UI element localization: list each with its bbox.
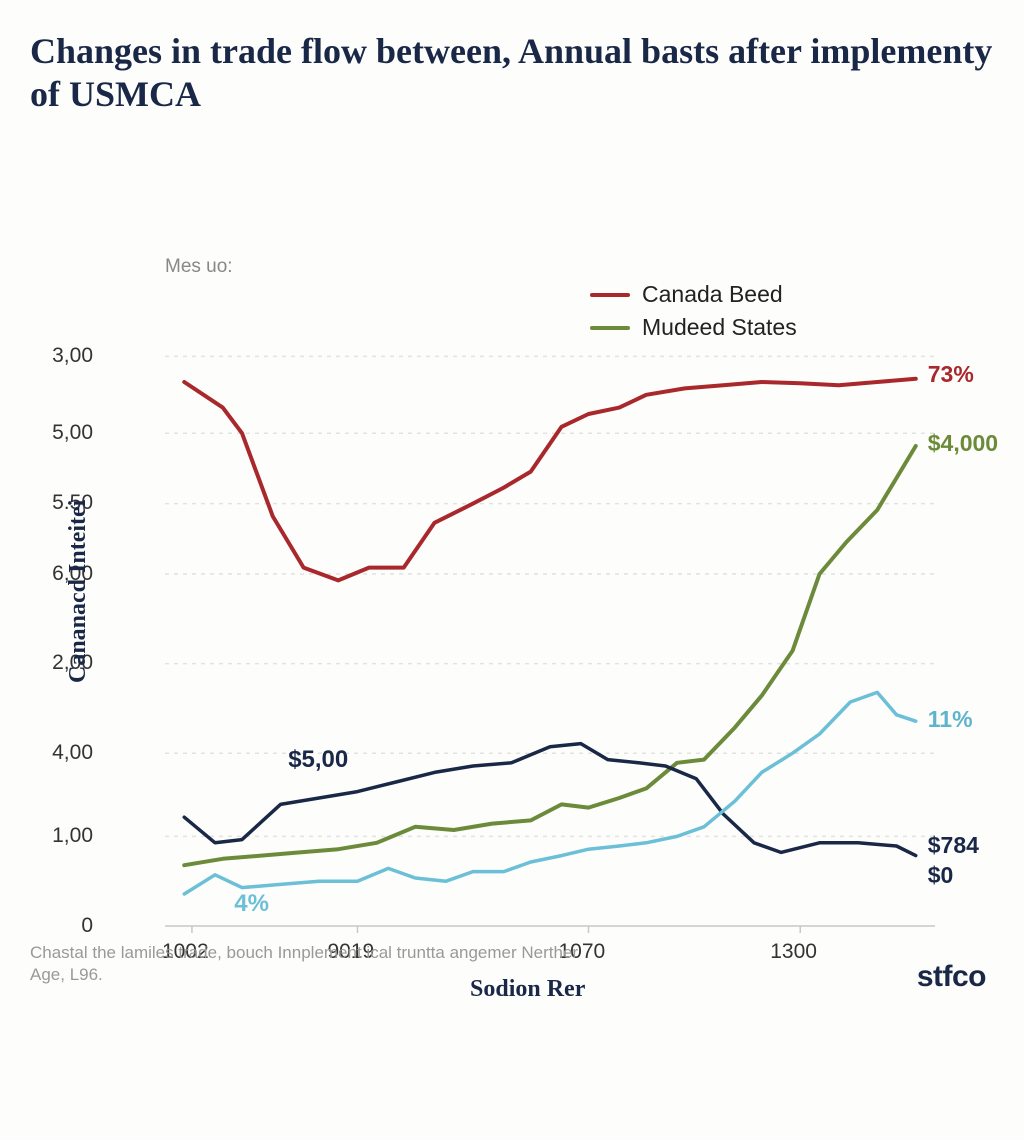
legend-label: Canada Beed (642, 281, 783, 308)
legend-item: Mudeed States (590, 314, 797, 341)
series-end-label: $0 (928, 862, 954, 889)
x-tick-label: 1300 (770, 940, 817, 964)
series-canada-beed (184, 379, 916, 581)
series-end-label: $784 (928, 832, 979, 859)
series-end-label: $4,000 (928, 430, 998, 457)
inline-label: $5,00 (288, 746, 348, 774)
legend-swatch (590, 293, 630, 297)
series-end-label: 11% (928, 706, 973, 733)
brand-logo: stfco (917, 960, 986, 994)
legend: Canada Beed Mudeed States (590, 281, 797, 347)
y-axis-label: Cananacd Inteitei (65, 500, 92, 683)
legend-item: Canada Beed (590, 281, 797, 308)
legend-swatch (590, 326, 630, 330)
y-tick-label: 4,00 (52, 741, 93, 765)
y-tick-label: 5,00 (52, 421, 93, 445)
chart-title: Changes in trade flow between, Annual ba… (30, 30, 994, 116)
y-tick-label: 3,00 (52, 344, 93, 368)
series-end-label: 73% (928, 361, 974, 388)
y-tick-label: 1,00 (52, 824, 93, 848)
page: Changes in trade flow between, Annual ba… (0, 0, 1024, 1024)
footnote-text: Chastal the lamiles trade, bouch Innplem… (30, 942, 590, 986)
series-series-light-blue (184, 693, 916, 895)
inline-label: 4% (234, 890, 269, 918)
legend-label: Mudeed States (642, 314, 797, 341)
y-tick-label: 0 (81, 914, 93, 938)
